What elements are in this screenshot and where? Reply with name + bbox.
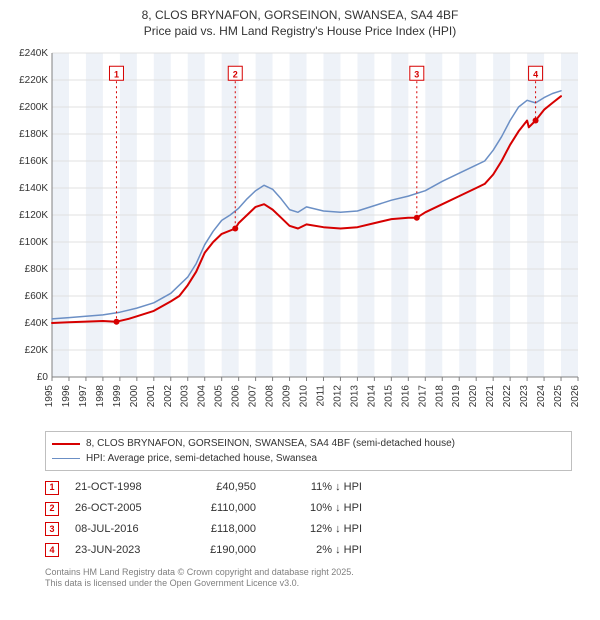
svg-text:2023: 2023 <box>519 385 530 408</box>
transaction-marker: 2 <box>45 502 59 516</box>
svg-text:2026: 2026 <box>570 385 581 408</box>
title-line-2: Price paid vs. HM Land Registry's House … <box>10 24 590 40</box>
svg-text:2002: 2002 <box>163 385 174 408</box>
svg-text:2024: 2024 <box>536 385 547 408</box>
transaction-delta: 11% ↓ HPI <box>272 477 362 498</box>
svg-text:1998: 1998 <box>95 385 106 408</box>
chart: £0 £20K £40K £60K £80K £100K £120K £140K £160K £1… <box>10 43 590 423</box>
svg-text:£20K: £20K <box>25 345 49 356</box>
svg-text:1: 1 <box>114 69 119 79</box>
transaction-date: 23-JUN-2023 <box>75 540 170 561</box>
svg-text:2012: 2012 <box>332 385 343 408</box>
svg-text:2017: 2017 <box>417 385 428 408</box>
legend-item: 8, CLOS BRYNAFON, GORSEINON, SWANSEA, SA… <box>52 436 565 451</box>
transaction-row: 1 21-OCT-1998 £40,950 11% ↓ HPI <box>45 477 572 498</box>
transaction-row: 4 23-JUN-2023 £190,000 2% ↓ HPI <box>45 540 572 561</box>
svg-text:£60K: £60K <box>25 291 49 302</box>
svg-text:£40K: £40K <box>25 318 49 329</box>
svg-text:£160K: £160K <box>19 156 48 167</box>
page-container: 8, CLOS BRYNAFON, GORSEINON, SWANSEA, SA… <box>0 0 600 596</box>
svg-text:2020: 2020 <box>468 385 479 408</box>
title-block: 8, CLOS BRYNAFON, GORSEINON, SWANSEA, SA… <box>10 8 590 39</box>
legend-item: HPI: Average price, semi-detached house,… <box>52 451 565 466</box>
transaction-row: 3 08-JUL-2016 £118,000 12% ↓ HPI <box>45 519 572 540</box>
svg-text:2015: 2015 <box>383 385 394 408</box>
transaction-delta: 10% ↓ HPI <box>272 498 362 519</box>
svg-text:2016: 2016 <box>400 385 411 408</box>
transaction-date: 21-OCT-1998 <box>75 477 170 498</box>
svg-text:2008: 2008 <box>265 385 276 408</box>
svg-text:2019: 2019 <box>451 385 462 408</box>
transaction-delta: 12% ↓ HPI <box>272 519 362 540</box>
svg-text:£200K: £200K <box>19 102 48 113</box>
svg-text:2000: 2000 <box>129 385 140 408</box>
svg-text:2025: 2025 <box>553 385 564 408</box>
svg-text:2021: 2021 <box>485 385 496 408</box>
svg-text:2007: 2007 <box>248 385 259 408</box>
svg-text:2011: 2011 <box>315 385 326 407</box>
footer-line-2: This data is licensed under the Open Gov… <box>45 578 572 590</box>
svg-text:£140K: £140K <box>19 183 48 194</box>
svg-text:2003: 2003 <box>180 385 191 408</box>
svg-text:3: 3 <box>414 69 419 79</box>
svg-text:2004: 2004 <box>197 385 208 408</box>
transaction-delta: 2% ↓ HPI <box>272 540 362 561</box>
svg-text:2001: 2001 <box>146 385 157 408</box>
svg-text:1996: 1996 <box>61 385 72 408</box>
svg-text:1999: 1999 <box>112 385 123 408</box>
legend: 8, CLOS BRYNAFON, GORSEINON, SWANSEA, SA… <box>45 431 572 471</box>
svg-text:£240K: £240K <box>19 48 48 59</box>
title-line-1: 8, CLOS BRYNAFON, GORSEINON, SWANSEA, SA… <box>10 8 590 24</box>
legend-swatch <box>52 443 80 445</box>
transaction-price: £118,000 <box>186 519 256 540</box>
legend-label: 8, CLOS BRYNAFON, GORSEINON, SWANSEA, SA… <box>86 436 455 451</box>
transaction-price: £190,000 <box>186 540 256 561</box>
svg-text:1997: 1997 <box>78 385 89 408</box>
svg-text:£180K: £180K <box>19 129 48 140</box>
transaction-marker: 4 <box>45 543 59 557</box>
svg-text:2009: 2009 <box>282 385 293 408</box>
svg-text:2022: 2022 <box>502 385 513 408</box>
svg-text:£0: £0 <box>37 372 49 383</box>
transaction-marker: 1 <box>45 481 59 495</box>
svg-text:1995: 1995 <box>44 385 55 408</box>
footer: Contains HM Land Registry data © Crown c… <box>45 567 572 590</box>
svg-text:£80K: £80K <box>25 264 49 275</box>
transaction-date: 26-OCT-2005 <box>75 498 170 519</box>
transaction-row: 2 26-OCT-2005 £110,000 10% ↓ HPI <box>45 498 572 519</box>
transactions-table: 1 21-OCT-1998 £40,950 11% ↓ HPI 2 26-OCT-2005… <box>45 477 572 561</box>
footer-line-1: Contains HM Land Registry data © Crown c… <box>45 567 572 579</box>
svg-text:2010: 2010 <box>299 385 310 408</box>
svg-text:2013: 2013 <box>349 385 360 408</box>
svg-text:£120K: £120K <box>19 210 48 221</box>
svg-text:2006: 2006 <box>231 385 242 408</box>
svg-text:2018: 2018 <box>434 385 445 408</box>
svg-text:4: 4 <box>533 69 538 79</box>
svg-text:2005: 2005 <box>214 385 225 408</box>
transaction-date: 08-JUL-2016 <box>75 519 170 540</box>
transaction-price: £110,000 <box>186 498 256 519</box>
svg-text:2: 2 <box>233 69 238 79</box>
chart-svg: £0 £20K £40K £60K £80K £100K £120K £140K £160K £1… <box>10 43 590 423</box>
transaction-marker: 3 <box>45 522 59 536</box>
svg-text:2014: 2014 <box>366 385 377 408</box>
legend-label: HPI: Average price, semi-detached house,… <box>86 451 317 466</box>
svg-text:£220K: £220K <box>19 75 48 86</box>
transaction-price: £40,950 <box>186 477 256 498</box>
legend-swatch <box>52 458 80 459</box>
svg-text:£100K: £100K <box>19 237 48 248</box>
